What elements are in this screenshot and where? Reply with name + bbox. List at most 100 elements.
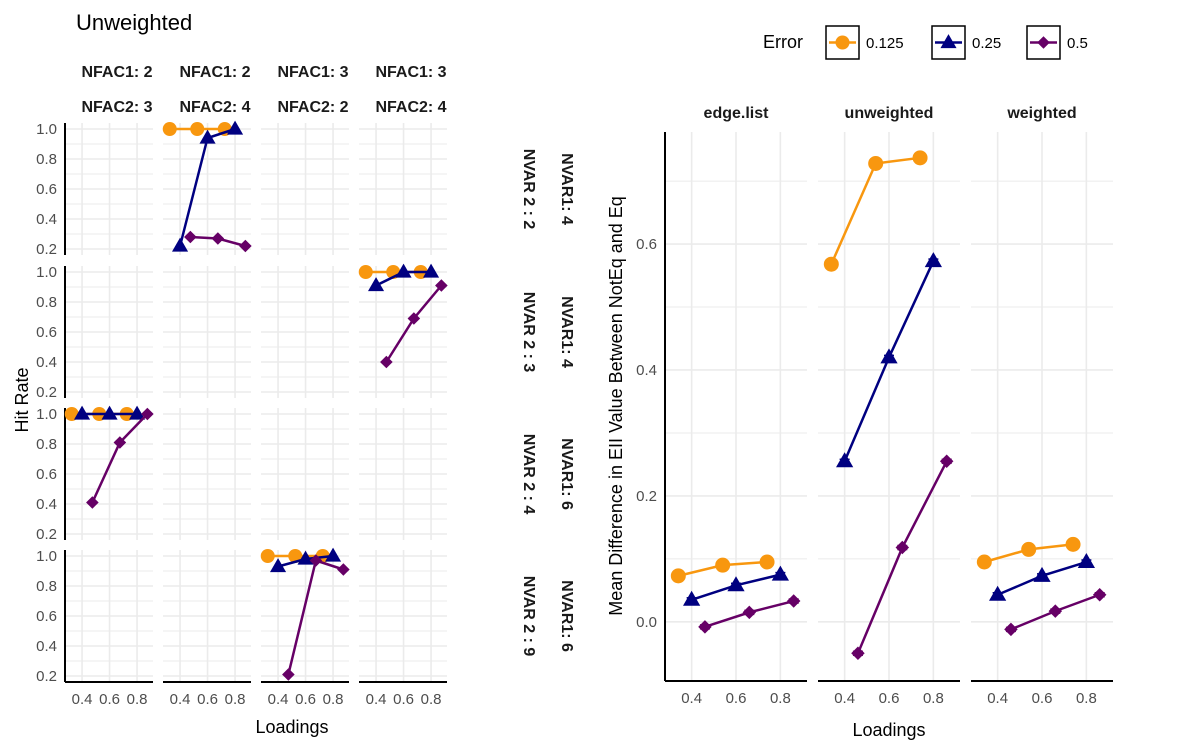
panel: [358, 263, 448, 398]
point-triangle: [1033, 566, 1051, 582]
panel: 0.2 0.4 0.6 0.8 1.0 0.4 0.6 0.8: [36, 548, 153, 708]
x-tick-label: 0.6: [1032, 690, 1053, 707]
y-tick-label: 1.0: [36, 406, 57, 423]
x-tick-label: 0.4: [366, 691, 387, 708]
point-triangle: [771, 565, 789, 581]
panel: 0.2 0.4 0.6 0.8 1.0: [36, 405, 154, 543]
panel: [163, 266, 251, 398]
y-tick-label: 0.6: [36, 181, 57, 198]
row-strip-label: NVAR1: 6: [558, 438, 575, 510]
series-line-0.5: [287, 558, 344, 675]
x-tick-label: 0.6: [197, 691, 218, 708]
point-triangle: [395, 263, 412, 278]
point-circle: [288, 549, 303, 563]
point-diamond: [435, 279, 448, 292]
y-tick-label: 0.6: [636, 236, 657, 253]
point-circle: [715, 557, 731, 573]
point-triangle: [727, 576, 745, 592]
y-tick-label: 0.2: [636, 488, 657, 505]
x-tick-label: 0.6: [295, 691, 316, 708]
point-circle: [823, 256, 839, 272]
point-diamond: [895, 540, 910, 555]
point-triangle: [989, 585, 1007, 601]
y-tick-label: 0.6: [36, 324, 57, 341]
point-diamond: [211, 232, 225, 245]
point-triangle: [199, 129, 216, 144]
point-triangle: [1077, 553, 1095, 569]
y-tick-label: 0.4: [36, 354, 57, 371]
point-circle: [1065, 536, 1081, 552]
point-diamond: [742, 605, 757, 620]
panel: [359, 123, 447, 255]
y-axis-title: Hit Rate: [12, 367, 32, 432]
panel: 0.4 0.6 0.8: [260, 547, 350, 708]
x-tick-label: 0.6: [726, 690, 747, 707]
facet-strip-label: weighted: [1006, 105, 1076, 122]
row-strip-label: NVAR1: 4: [558, 153, 575, 225]
x-tick-label: 0.6: [879, 690, 900, 707]
x-tick-label: 0.8: [225, 691, 246, 708]
x-tick-label: 0.4: [72, 691, 93, 708]
panel: 0.4 0.6 0.8: [818, 132, 960, 707]
x-tick-label: 0.8: [127, 691, 148, 708]
point-diamond: [337, 563, 350, 576]
y-tick-label: 0.4: [36, 496, 57, 513]
column-strip-label: NFAC2: 4: [375, 99, 446, 116]
point-triangle: [101, 405, 118, 420]
y-axis-title: Mean Difference in EII Value Between Not…: [606, 196, 626, 616]
point-circle: [670, 568, 686, 584]
y-tick-label: 0.0: [636, 614, 657, 631]
point-diamond: [141, 407, 154, 421]
point-triangle: [940, 34, 957, 49]
panel: 0.0 0.2 0.4 0.6 0.4 0.6 0.8: [636, 132, 807, 707]
x-tick-label: 0.8: [421, 691, 442, 708]
x-tick-label: 0.6: [99, 691, 120, 708]
column-strip-label: NFAC1: 2: [81, 64, 152, 81]
column-strip-label: NFAC1: 3: [375, 64, 446, 81]
y-tick-label: 0.8: [36, 151, 57, 168]
x-axis-title: Loadings: [852, 720, 925, 740]
legend-title: Error: [763, 32, 803, 52]
x-tick-label: 0.4: [987, 690, 1008, 707]
point-circle: [162, 122, 177, 136]
point-triangle: [297, 550, 314, 565]
column-strip-label: NFAC1: 2: [179, 64, 250, 81]
point-triangle: [880, 348, 898, 364]
y-tick-label: 0.8: [36, 294, 57, 311]
point-triangle: [423, 263, 440, 278]
legend-label: 0.5: [1067, 35, 1088, 52]
panel: 0.2 0.4 0.6 0.8 1.0: [36, 264, 153, 401]
row-strip-label: NVAR1: 6: [558, 580, 575, 652]
legend: Error 0.125 0.25 0.5: [763, 25, 1088, 60]
point-circle: [190, 122, 205, 136]
point-triangle: [836, 452, 854, 468]
facet-strip-label: edge.list: [704, 105, 770, 122]
panel: [162, 120, 252, 255]
legend-label: 0.25: [972, 35, 1001, 52]
y-tick-label: 0.2: [36, 526, 57, 543]
x-tick-label: 0.4: [681, 690, 702, 707]
point-diamond: [113, 436, 127, 449]
x-tick-label: 0.4: [834, 690, 855, 707]
row-strip-label: NVAR 2 : 2: [520, 149, 537, 230]
point-diamond: [1048, 604, 1063, 618]
panel: [359, 408, 447, 540]
y-tick-label: 0.8: [36, 578, 57, 595]
legend-label: 0.125: [866, 35, 904, 52]
y-tick-label: 0.2: [36, 384, 57, 401]
x-tick-label: 0.8: [323, 691, 344, 708]
x-tick-label: 0.4: [170, 691, 191, 708]
panel: [261, 408, 349, 540]
point-diamond: [407, 312, 421, 325]
point-diamond: [786, 594, 801, 608]
panel: 0.4 0.6 0.8: [163, 550, 251, 708]
x-tick-label: 0.8: [923, 690, 944, 707]
y-tick-label: 0.8: [36, 436, 57, 453]
point-circle: [868, 155, 884, 171]
point-triangle: [172, 237, 189, 252]
point-circle: [912, 150, 928, 166]
x-tick-label: 0.8: [770, 690, 791, 707]
column-strip-label: NFAC2: 4: [179, 99, 250, 116]
point-diamond: [1092, 587, 1107, 602]
